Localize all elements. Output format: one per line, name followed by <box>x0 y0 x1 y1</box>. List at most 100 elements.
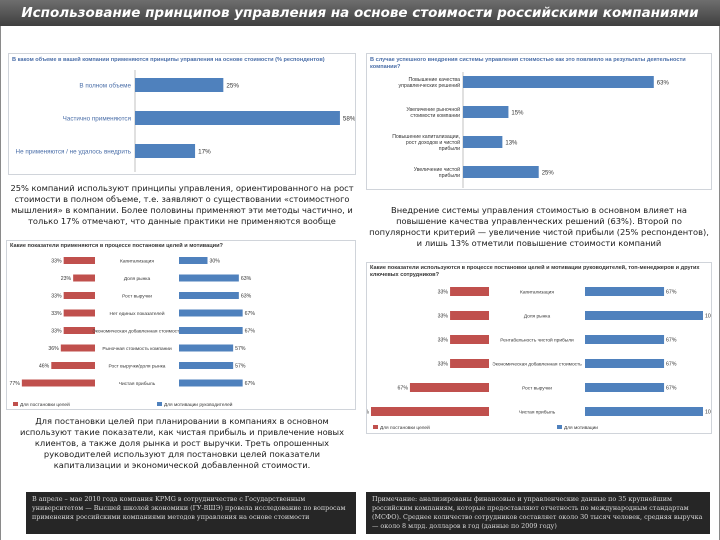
note-box-left: В апреле – мае 2010 года компания KPMG в… <box>26 492 356 534</box>
category-label: Рост выручки <box>122 294 152 300</box>
caption-usage: 25% компаний используют принципы управле… <box>10 183 354 226</box>
bar-right <box>585 311 703 320</box>
note-left: В апреле – мае 2010 года компания KPMG в… <box>32 495 346 521</box>
data-label: 25% <box>226 83 239 90</box>
category-label: Доля рынка <box>124 276 151 282</box>
bar-left <box>51 362 95 369</box>
bar-right <box>179 344 234 352</box>
bar-left <box>409 383 489 392</box>
bar-left <box>450 311 489 320</box>
chart-title: Какие показатели используются в процессе… <box>370 265 700 278</box>
data-label-right: 100% <box>705 410 711 416</box>
category-label: Экономическая добавленная стоимость <box>492 362 582 368</box>
bar-left <box>73 274 95 282</box>
bar-left <box>63 292 95 299</box>
bar-left <box>63 309 95 317</box>
bar-left <box>371 407 489 416</box>
chart-panel-impact: В случае успешного внедрения системы упр… <box>366 53 712 190</box>
data-label-right: 57% <box>235 364 246 370</box>
category-label: Капитализация <box>120 259 154 265</box>
data-label-right: 67% <box>666 362 677 368</box>
legend-swatch-right <box>157 402 162 406</box>
note-right: Примечание: анализированы финансовые и у… <box>372 495 703 530</box>
bar-right <box>179 379 243 387</box>
bar-right <box>585 359 665 368</box>
data-label: 13% <box>505 141 518 147</box>
bar <box>135 78 224 92</box>
caption-impact: Внедрение системы управления стоимостью … <box>369 205 709 248</box>
category-label: Рост выручки/доля рынка <box>109 364 166 370</box>
chart-usage: В полном объеме 25% Частично применяются 58… <box>16 70 355 172</box>
bar-left <box>450 287 489 296</box>
data-label-right: 67% <box>245 329 256 335</box>
caption-indicators: Для постановки целей при планировании в … <box>19 416 345 470</box>
category-label: Повышение капитализации, рост доходов и ч… <box>392 134 460 152</box>
bar <box>463 76 654 88</box>
bar-right <box>179 362 234 369</box>
note-box-right: Примечание: анализированы финансовые и у… <box>366 492 710 534</box>
bar-right <box>179 292 239 299</box>
category-label: В полном объеме <box>79 82 131 90</box>
chart-panel-indicators-right: Какие показатели используются в процессе… <box>366 262 712 434</box>
data-label-right: 100% <box>705 314 711 320</box>
bar-right <box>585 287 665 296</box>
data-label-right: 67% <box>666 290 677 296</box>
data-label-right: 63% <box>241 276 252 282</box>
data-label-left: 33% <box>51 294 62 300</box>
bar <box>135 111 340 125</box>
category-label: Частично применяются <box>63 116 131 123</box>
legend-swatch-left <box>373 425 378 429</box>
category-label: Увеличение рыночной стоимости компании <box>406 106 460 119</box>
data-label: 15% <box>511 111 524 117</box>
category-label: Рыночная стоимость компании <box>102 346 172 352</box>
category-label: Капитализация <box>520 290 554 296</box>
bar <box>463 166 539 178</box>
bar-right <box>179 274 239 282</box>
chart-impact: Повышение качества управленческих решений… <box>392 72 670 188</box>
data-label: 58% <box>343 116 355 123</box>
data-label-right: 30% <box>210 259 221 265</box>
category-label: Доля рынка <box>524 314 551 320</box>
bar-left <box>450 359 489 368</box>
bar-right <box>585 335 665 344</box>
data-label: 17% <box>198 149 211 156</box>
legend-label-right: Для мотивации руководителей <box>164 401 233 408</box>
data-label-left: 36% <box>48 346 59 352</box>
chart-indicators-right: 33% Капитализация 67% 33% Доля рынка 100% 33% Р… <box>367 287 711 431</box>
category-label: Чистая прибыль <box>519 410 556 416</box>
data-label-left: 33% <box>438 290 449 296</box>
chart-title: В случае успешного внедрения системы упр… <box>370 57 686 70</box>
data-label-left: 33% <box>438 338 449 344</box>
left-edge-line <box>0 26 1 540</box>
bar-left <box>63 327 95 334</box>
data-label-left: 67% <box>398 386 409 392</box>
category-label: Нет единых показателей <box>109 310 164 317</box>
data-label-right: 63% <box>241 294 252 300</box>
chart-title: В каком объеме в вашей компании применяю… <box>12 57 325 63</box>
data-label-left: 33% <box>438 314 449 320</box>
category-label: Увеличение чистой прибыли <box>414 166 460 179</box>
chart-title: Какие показатели применяются в процессе … <box>10 243 223 249</box>
data-label: 63% <box>657 81 670 87</box>
data-label-right: 67% <box>245 311 256 317</box>
chart-panel-usage: В каком объеме в вашей компании применяю… <box>8 53 356 175</box>
bar-right <box>179 309 243 317</box>
data-label-left: 23% <box>61 276 72 282</box>
data-label-right: 67% <box>245 381 256 387</box>
data-label-right: 57% <box>235 346 246 352</box>
data-label-right: 67% <box>666 386 677 392</box>
legend-swatch-left <box>13 402 18 406</box>
page-title: Использование принципов управления на ос… <box>0 0 720 26</box>
bar-left <box>60 344 95 352</box>
data-label: 25% <box>542 171 555 177</box>
legend-label-left: Для постановки целей <box>20 401 70 408</box>
data-label-left: 100% <box>367 410 369 416</box>
bar <box>135 144 196 158</box>
data-label-left: 33% <box>51 259 62 265</box>
category-label: Рентабельность чистой прибыли <box>500 337 574 344</box>
bar-left <box>21 379 95 387</box>
bar-right <box>179 327 243 334</box>
bar-right <box>585 407 703 416</box>
legend-swatch-right <box>557 425 562 429</box>
chart-panel-indicators-left: Какие показатели применяются в процессе … <box>6 240 356 410</box>
